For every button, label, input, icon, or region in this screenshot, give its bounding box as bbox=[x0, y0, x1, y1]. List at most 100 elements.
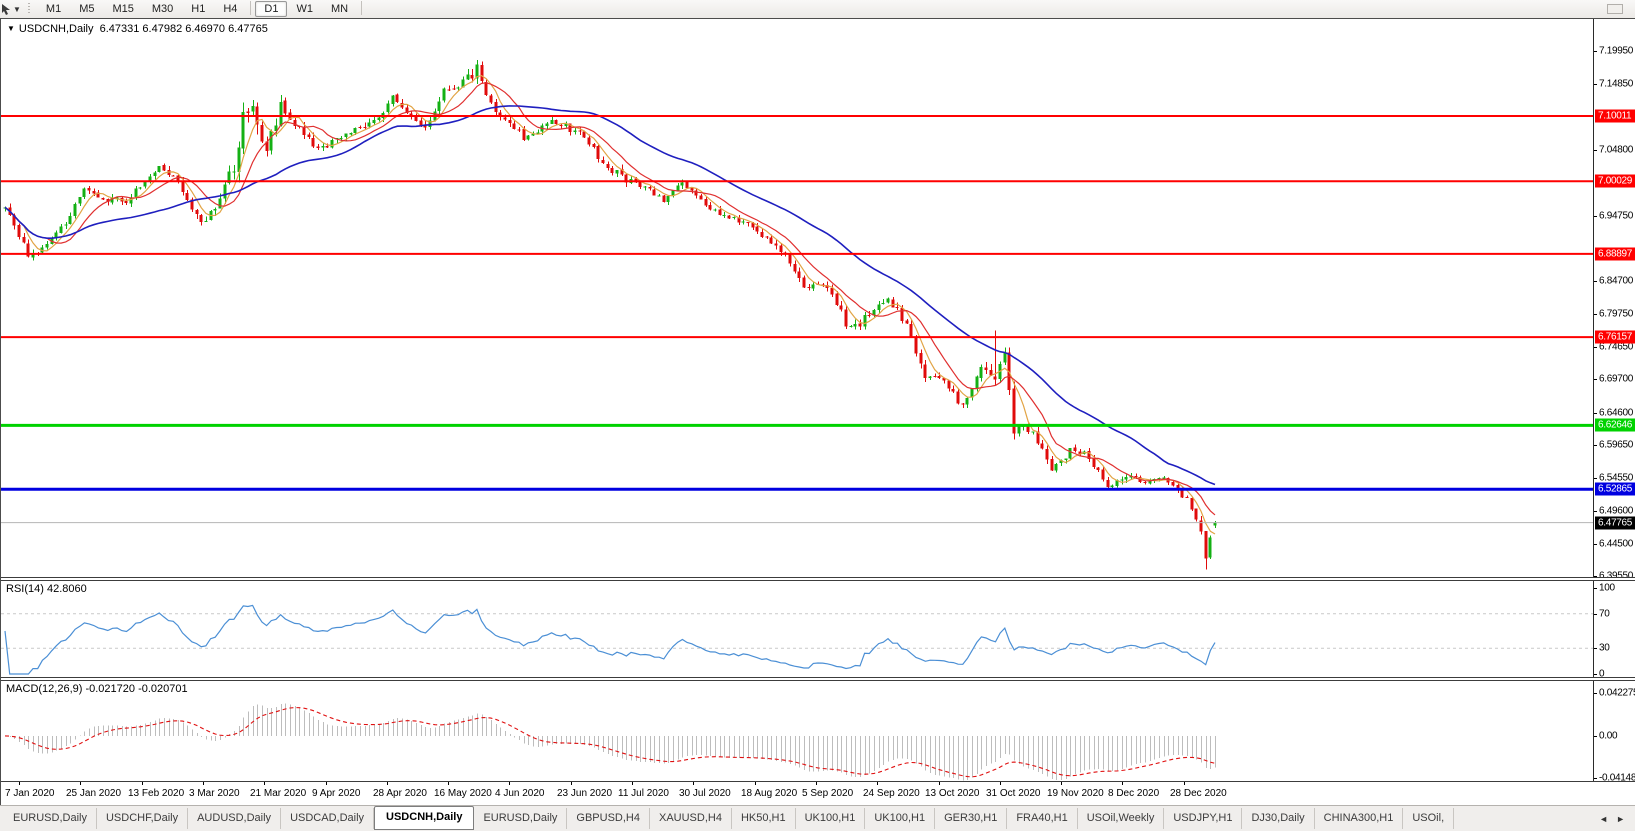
macd-signal-line bbox=[4, 707, 1216, 778]
symbol-tab-dj30-daily[interactable]: DJ30,Daily bbox=[1242, 808, 1315, 829]
price-tick-label: 6.69700 bbox=[1599, 373, 1634, 385]
timeframe-button-d1[interactable]: D1 bbox=[255, 1, 288, 17]
macd-plot[interactable] bbox=[1, 681, 1593, 781]
rsi-axis[interactable]: 100 70 30 0 bbox=[1593, 581, 1635, 677]
macd-pane[interactable]: MACD(12,26,9) -0.021720 -0.020701 0.0422… bbox=[1, 681, 1635, 781]
toolbar-grip-handle[interactable] bbox=[26, 3, 32, 15]
chart-title: ▼ USDCNH,Daily 6.47331 6.47982 6.46970 6.… bbox=[7, 23, 268, 35]
price-tick-label: 7.19950 bbox=[1599, 45, 1634, 57]
toolbar-overflow-button[interactable] bbox=[1607, 4, 1623, 14]
price-tick-label: 6.44500 bbox=[1599, 538, 1634, 550]
symbol-tab-uk100-h1[interactable]: UK100,H1 bbox=[796, 808, 866, 829]
symbol-tab-eurusd-daily[interactable]: EURUSD,Daily bbox=[4, 808, 97, 829]
cursor-icon bbox=[2, 3, 10, 15]
symbol-tab-gbpusd-h4[interactable]: GBPUSD,H4 bbox=[567, 808, 650, 829]
date-tick-label: 7 Jan 2020 bbox=[5, 788, 55, 799]
axis-tick bbox=[1594, 576, 1597, 577]
macd-tick-label: 0.00 bbox=[1599, 730, 1618, 742]
timeframe-button-mn[interactable]: MN bbox=[330, 3, 349, 15]
symbol-tab-usoil-[interactable]: USOil, bbox=[1403, 808, 1455, 829]
price-tick-label: 6.49600 bbox=[1599, 505, 1634, 517]
price-tick-label: 6.64600 bbox=[1599, 407, 1634, 419]
date-tick bbox=[816, 782, 817, 785]
rsi-line bbox=[4, 604, 1216, 675]
timeframe-button-m1[interactable]: M1 bbox=[45, 3, 62, 15]
timeframe-button-m30[interactable]: M30 bbox=[151, 3, 174, 15]
axis-tick bbox=[1594, 478, 1597, 479]
price-tick-label: 6.74650 bbox=[1599, 341, 1634, 353]
symbol-tab-uk100-h1[interactable]: UK100,H1 bbox=[865, 808, 936, 829]
level-price-badge: 6.52865 bbox=[1595, 482, 1635, 496]
candlestick-chart[interactable] bbox=[1, 19, 1593, 577]
rsi-pane[interactable]: RSI(14) 42.8060 100 70 30 0 bbox=[1, 581, 1635, 677]
date-tick-label: 5 Sep 2020 bbox=[802, 788, 854, 799]
ma-line-fast bbox=[4, 74, 1216, 535]
macd-axis[interactable]: 0.042275 0.00 -0.04148 bbox=[1593, 681, 1635, 781]
price-tick-label: 7.14850 bbox=[1599, 78, 1634, 90]
symbol-tab-usdcnh-daily[interactable]: USDCNH,Daily bbox=[374, 805, 475, 830]
symbol-tab-fra40-h1[interactable]: FRA40,H1 bbox=[1007, 808, 1078, 829]
axis-tick bbox=[1594, 445, 1597, 446]
level-price-badge: 6.76157 bbox=[1595, 330, 1635, 344]
top-toolbar: ▼ M1 M5 M15 M30 H1 H4 D1 W1 MN bbox=[0, 0, 1635, 18]
timeframe-button-m15[interactable]: M15 bbox=[112, 3, 134, 15]
pane-splitter[interactable] bbox=[1, 677, 1635, 681]
date-tick bbox=[326, 782, 327, 785]
candlestick-series[interactable] bbox=[3, 60, 1217, 570]
pane-splitter[interactable] bbox=[1, 577, 1635, 581]
symbol-tab-eurusd-daily[interactable]: EURUSD,Daily bbox=[474, 808, 568, 829]
current-price-badge: 6.47765 bbox=[1595, 516, 1635, 530]
cursor-tool-icon[interactable]: ▼ bbox=[0, 3, 24, 15]
symbol-tab-usdchf-daily[interactable]: USDCHF,Daily bbox=[97, 808, 189, 829]
axis-tick bbox=[1594, 314, 1597, 315]
symbol-tab-hk50-h1[interactable]: HK50,H1 bbox=[732, 808, 796, 829]
date-tick-label: 30 Jul 2020 bbox=[679, 788, 731, 799]
tab-scroll-left-icon[interactable]: ◄ bbox=[1599, 813, 1609, 824]
date-tick-label: 21 Mar 2020 bbox=[250, 788, 307, 799]
symbol-tab-usoil-weekly[interactable]: USOil,Weekly bbox=[1078, 808, 1165, 829]
price-tick-label: 6.94750 bbox=[1599, 210, 1634, 222]
timeframe-button-w1[interactable]: W1 bbox=[296, 3, 313, 15]
date-tick-label: 13 Feb 2020 bbox=[128, 788, 185, 799]
timeframe-button-h1[interactable]: H1 bbox=[191, 3, 206, 15]
date-tick-label: 31 Oct 2020 bbox=[986, 788, 1041, 799]
chart-window: ▼ USDCNH,Daily 6.47331 6.47982 6.46970 6.… bbox=[0, 18, 1635, 805]
timeframe-buttons: M1 M5 M15 M30 H1 H4 D1 W1 MN bbox=[37, 1, 366, 17]
date-tick bbox=[571, 782, 572, 785]
date-tick bbox=[203, 782, 204, 785]
level-price-badge: 6.88897 bbox=[1595, 247, 1635, 261]
rsi-tick-label: 30 bbox=[1599, 642, 1610, 654]
symbol-tab-ger30-h1[interactable]: GER30,H1 bbox=[935, 808, 1008, 829]
rsi-indicator-label: RSI(14) 42.8060 bbox=[6, 583, 87, 595]
date-tick bbox=[80, 782, 81, 785]
rsi-tick-label: 100 bbox=[1599, 582, 1615, 594]
symbol-tab-usdcad-daily[interactable]: USDCAD,Daily bbox=[281, 808, 375, 829]
symbol-tab-usdjpy-h1[interactable]: USDJPY,H1 bbox=[1164, 808, 1243, 829]
price-pane[interactable]: ▼ USDCNH,Daily 6.47331 6.47982 6.46970 6.… bbox=[1, 19, 1635, 577]
symbol-dropdown-icon[interactable]: ▼ bbox=[7, 24, 15, 33]
chart-ohlc-readout: 6.47331 6.47982 6.46970 6.47765 bbox=[99, 23, 268, 35]
date-tick-label: 13 Oct 2020 bbox=[925, 788, 980, 799]
date-tick-label: 8 Dec 2020 bbox=[1108, 788, 1160, 799]
timeframe-button-m5[interactable]: M5 bbox=[79, 3, 95, 15]
price-tick-label: 6.84700 bbox=[1599, 275, 1634, 287]
symbol-tab-audusd-daily[interactable]: AUDUSD,Daily bbox=[188, 808, 282, 829]
date-axis[interactable]: 7 Jan 2020 25 Jan 2020 13 Feb 2020 3 Mar 20… bbox=[1, 781, 1635, 805]
date-tick bbox=[1000, 782, 1001, 785]
date-tick-label: 9 Apr 2020 bbox=[312, 788, 361, 799]
date-tick bbox=[755, 782, 756, 785]
axis-tick bbox=[1594, 51, 1597, 52]
level-price-badge: 7.10011 bbox=[1595, 109, 1635, 123]
toolbar-separator bbox=[250, 1, 252, 15]
axis-tick bbox=[1594, 778, 1597, 779]
axis-tick bbox=[1594, 648, 1597, 649]
symbol-tab-china300-h1[interactable]: CHINA300,H1 bbox=[1315, 808, 1404, 829]
tab-scroll-right-icon[interactable]: ► bbox=[1616, 813, 1625, 824]
price-axis[interactable]: 7.19950 7.14850 7.04800 6.94750 6.84700 6.797… bbox=[1593, 19, 1635, 577]
rsi-plot[interactable] bbox=[1, 581, 1593, 677]
chevron-down-icon: ▼ bbox=[13, 4, 21, 14]
timeframe-button-h4[interactable]: H4 bbox=[223, 3, 238, 15]
symbol-tab-xauusd-h4[interactable]: XAUUSD,H4 bbox=[650, 808, 732, 829]
axis-tick bbox=[1594, 614, 1597, 615]
date-tick bbox=[693, 782, 694, 785]
